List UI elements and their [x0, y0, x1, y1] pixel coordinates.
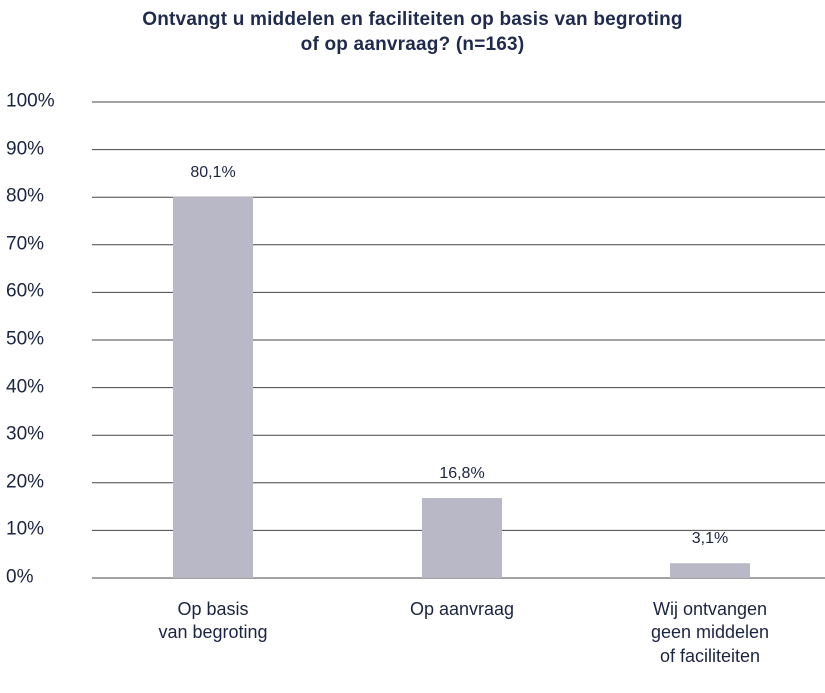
y-tick-label: 10% [6, 519, 45, 541]
y-tick-label: 70% [6, 233, 45, 255]
y-tick-label: 50% [6, 328, 45, 350]
x-tick-label: Op aanvraag [409, 599, 515, 619]
y-tick-label: 20% [6, 471, 45, 493]
y-tick-label: 80% [6, 185, 45, 207]
y-tick-label: 40% [6, 376, 45, 398]
data-label: 80,1% [190, 163, 236, 181]
y-tick-label: 100% [6, 90, 55, 112]
chart-title: Ontvangt u middelen en faciliteiten op b… [142, 9, 683, 55]
x-tick-label: Op basis van begroting [158, 599, 268, 643]
bar [422, 498, 502, 578]
x-tick-label: Wij ontvangen geen middelen of facilitei… [650, 599, 770, 666]
y-tick-label: 0% [6, 566, 34, 588]
y-tick-label: 60% [6, 281, 45, 303]
bar [173, 196, 253, 578]
bar [670, 563, 750, 578]
data-label: 16,8% [439, 465, 485, 483]
y-tick-label: 90% [6, 138, 45, 160]
y-tick-label: 30% [6, 423, 45, 445]
data-label: 3,1% [691, 530, 729, 548]
